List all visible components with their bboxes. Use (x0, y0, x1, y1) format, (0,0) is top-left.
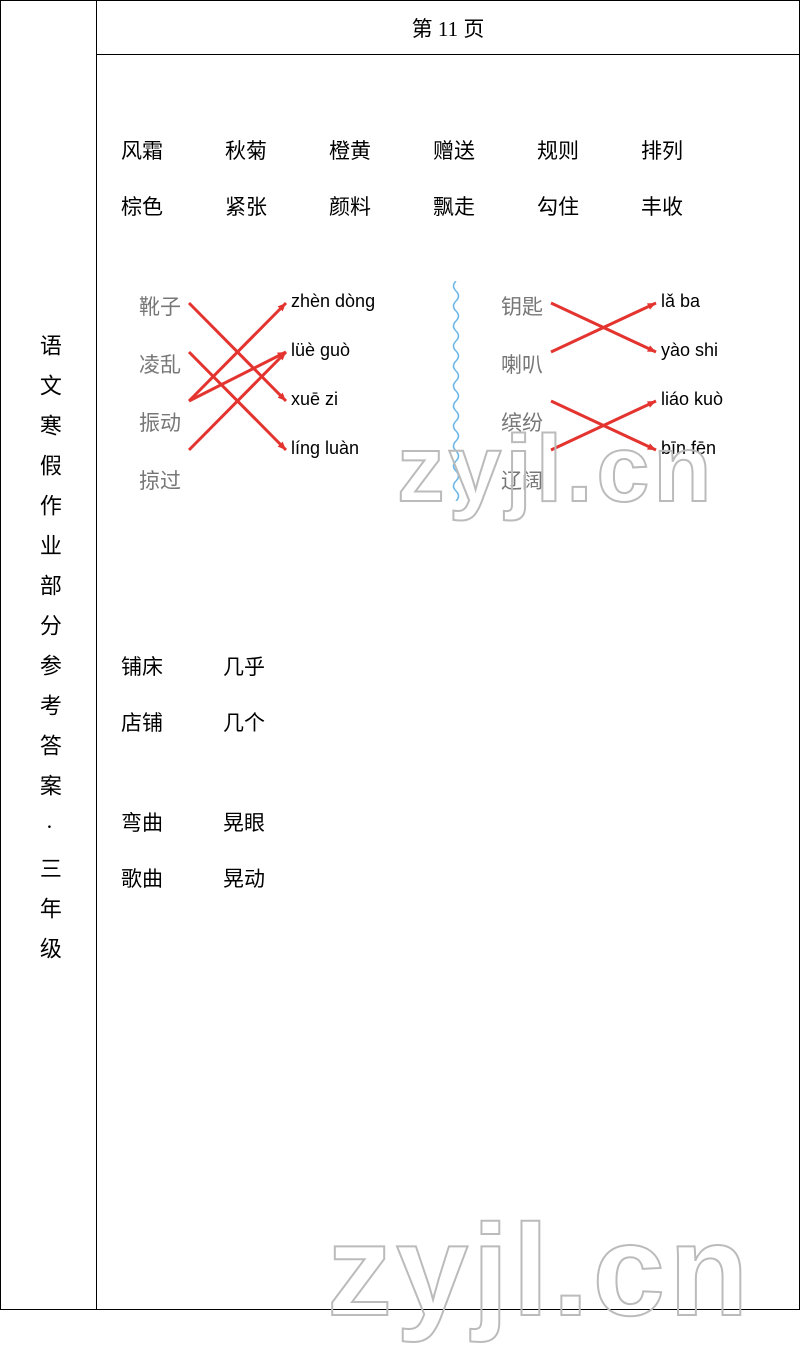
word: 风霜 (121, 135, 165, 165)
pair-block-1: 铺床 几乎 店铺 几个 (121, 651, 775, 737)
word: 棕色 (121, 191, 165, 221)
match-word: 喇叭 (501, 349, 543, 379)
page-container: 语文寒假作业部分参考答案·三年级 第 11 页 风霜 秋菊 橙黄 赠送 规则 排… (0, 0, 800, 1310)
word-grid: 风霜 秋菊 橙黄 赠送 规则 排列 棕色 紧张 颜料 飘走 勾住 丰收 (121, 135, 775, 221)
match-word: 振动 (139, 407, 181, 437)
watermark: zyjl.cn (327, 1195, 752, 1345)
word-row: 棕色 紧张 颜料 飘走 勾住 丰收 (121, 191, 775, 221)
word: 赠送 (433, 135, 477, 165)
match-chinese-left: 靴子 凌乱 振动 掠过 (139, 291, 181, 495)
pair-row: 铺床 几乎 (121, 651, 775, 681)
word: 秋菊 (225, 135, 269, 165)
match-word: 钥匙 (501, 291, 543, 321)
pinyin: bīn fēn (661, 438, 723, 459)
match-chinese-right: 钥匙 喇叭 缤纷 辽阔 (501, 291, 543, 495)
sidebar-title: 语文寒假作业部分参考答案·三年级 (33, 334, 64, 977)
pinyin: líng luàn (291, 438, 375, 459)
matching-exercise: 靴子 凌乱 振动 掠过 zhèn dòng lüè guò xuē zi lín… (121, 291, 775, 531)
sidebar: 语文寒假作业部分参考答案·三年级 (1, 1, 97, 1309)
pinyin: yào shi (661, 340, 723, 361)
match-word: 凌乱 (139, 349, 181, 379)
pair-word: 几乎 (223, 651, 265, 681)
word-row: 风霜 秋菊 橙黄 赠送 规则 排列 (121, 135, 775, 165)
pair-word: 铺床 (121, 651, 163, 681)
pair-word: 弯曲 (121, 807, 163, 837)
match-word: 缤纷 (501, 407, 543, 437)
pinyin: liáo kuò (661, 389, 723, 410)
pair-word: 店铺 (121, 707, 163, 737)
main-area: 第 11 页 风霜 秋菊 橙黄 赠送 规则 排列 棕色 紧张 颜料 飘走 勾住 (97, 1, 799, 1309)
word: 规则 (537, 135, 581, 165)
word: 丰收 (641, 191, 685, 221)
match-word: 辽阔 (501, 465, 543, 495)
pair-block-2: 弯曲 晃眼 歌曲 晃动 (121, 807, 775, 893)
pair-word: 晃眼 (223, 807, 265, 837)
match-pinyin-left: zhèn dòng lüè guò xuē zi líng luàn (291, 291, 375, 459)
match-word: 掠过 (139, 465, 181, 495)
content-area: 风霜 秋菊 橙黄 赠送 规则 排列 棕色 紧张 颜料 飘走 勾住 丰收 (97, 55, 799, 1309)
pinyin: lǎ ba (661, 291, 723, 312)
pair-word: 晃动 (223, 863, 265, 893)
pair-word: 几个 (223, 707, 265, 737)
pinyin: zhèn dòng (291, 291, 375, 312)
word: 颜料 (329, 191, 373, 221)
word: 飘走 (433, 191, 477, 221)
page-header: 第 11 页 (97, 1, 799, 55)
match-pinyin-right: lǎ ba yào shi liáo kuò bīn fēn (661, 291, 723, 459)
word: 紧张 (225, 191, 269, 221)
word: 排列 (641, 135, 685, 165)
pair-row: 店铺 几个 (121, 707, 775, 737)
pair-row: 歌曲 晃动 (121, 863, 775, 893)
pair-row: 弯曲 晃眼 (121, 807, 775, 837)
wavy-divider-icon (451, 281, 461, 501)
word: 橙黄 (329, 135, 373, 165)
pair-word: 歌曲 (121, 863, 163, 893)
pinyin: xuē zi (291, 389, 375, 410)
page-title: 第 11 页 (412, 13, 485, 43)
word: 勾住 (537, 191, 581, 221)
match-word: 靴子 (139, 291, 181, 321)
pinyin: lüè guò (291, 340, 375, 361)
